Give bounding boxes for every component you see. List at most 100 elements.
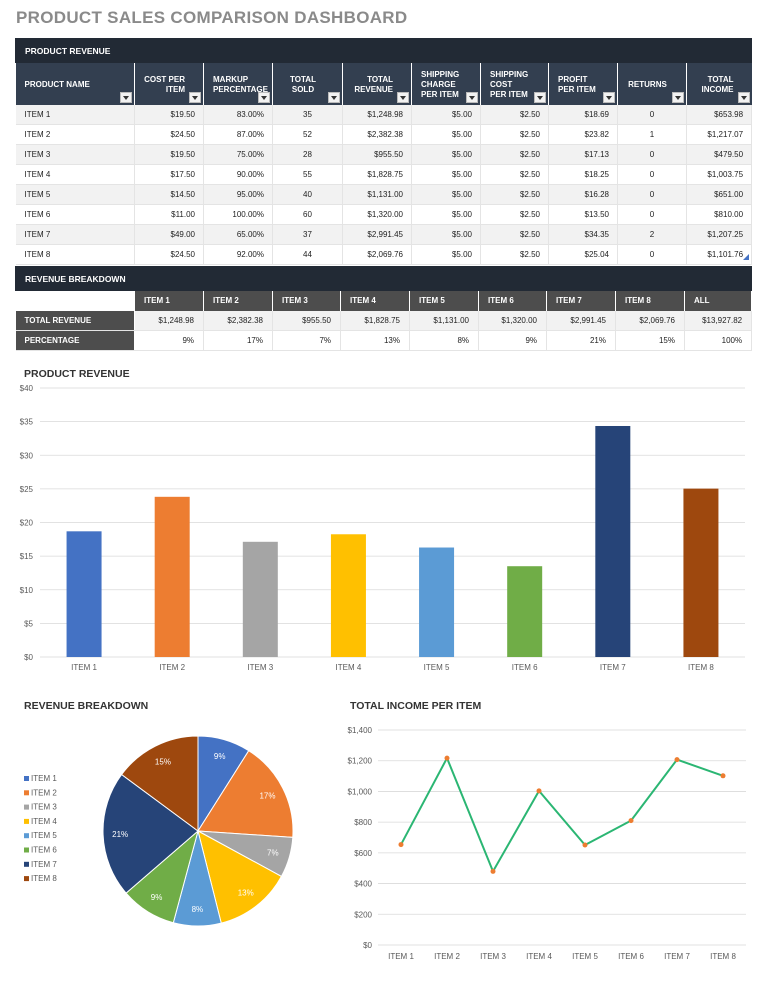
line-point[interactable] [720, 773, 726, 779]
table-cell[interactable]: $17.50 [134, 164, 204, 185]
table-cell[interactable]: ITEM 5 [15, 184, 135, 205]
line-point[interactable] [398, 842, 404, 848]
table-cell[interactable]: 52 [272, 124, 343, 145]
bar[interactable] [419, 547, 455, 657]
table-cell[interactable]: 65.00% [203, 224, 273, 245]
filter-dropdown-icon[interactable] [534, 91, 546, 103]
table-cell[interactable]: $5.00 [411, 184, 481, 205]
line-point[interactable] [674, 757, 680, 763]
table-cell[interactable]: 35 [272, 104, 343, 125]
table-cell[interactable]: 7% [272, 330, 341, 351]
table-cell[interactable]: $1,217.07 [686, 124, 753, 145]
table-cell[interactable]: $2,991.45 [546, 310, 616, 331]
table-cell[interactable]: ITEM 1 [15, 104, 135, 125]
table-cell[interactable]: $1,131.00 [409, 310, 479, 331]
table-cell[interactable]: 1 [617, 124, 687, 145]
table-cell[interactable]: 92.00% [203, 244, 273, 265]
table-cell[interactable]: $1,828.75 [342, 164, 412, 185]
table-cell[interactable]: $18.25 [548, 164, 618, 185]
table-cell[interactable]: $2.50 [480, 184, 549, 205]
table-cell[interactable]: $2.50 [480, 144, 549, 165]
filter-dropdown-icon[interactable] [258, 91, 270, 103]
pie-slice[interactable] [197, 830, 283, 924]
table-cell[interactable]: $19.50 [134, 104, 204, 125]
table-cell[interactable]: 100% [684, 330, 753, 351]
table-cell[interactable]: $17.13 [548, 144, 618, 165]
table-resize-handle[interactable] [743, 254, 749, 260]
table-cell[interactable]: $1,207.25 [686, 224, 753, 245]
table-cell[interactable]: 21% [546, 330, 616, 351]
table-cell[interactable]: $2.50 [480, 104, 549, 125]
bar[interactable] [66, 531, 102, 657]
bar[interactable] [154, 496, 190, 657]
table-cell[interactable]: $2.50 [480, 164, 549, 185]
table-cell[interactable]: $11.00 [134, 204, 204, 225]
table-cell[interactable]: $13.50 [548, 204, 618, 225]
table-cell[interactable]: $1,131.00 [342, 184, 412, 205]
table-cell[interactable]: 0 [617, 104, 687, 125]
table-cell[interactable]: 100.00% [203, 204, 273, 225]
table-cell[interactable]: $2.50 [480, 244, 549, 265]
table-cell[interactable]: $24.50 [134, 124, 204, 145]
pie-slice[interactable] [102, 773, 199, 894]
filter-dropdown-icon[interactable] [603, 91, 615, 103]
filter-dropdown-icon[interactable] [189, 91, 201, 103]
filter-dropdown-icon[interactable] [120, 91, 132, 103]
table-cell[interactable]: $2,069.76 [615, 310, 685, 331]
table-cell[interactable]: 60 [272, 204, 343, 225]
line-point[interactable] [628, 818, 634, 824]
table-cell[interactable]: 37 [272, 224, 343, 245]
table-cell[interactable]: $14.50 [134, 184, 204, 205]
table-cell[interactable]: 9% [478, 330, 547, 351]
table-cell[interactable]: 0 [617, 184, 687, 205]
table-cell[interactable]: $651.00 [686, 184, 753, 205]
table-cell[interactable]: 17% [203, 330, 273, 351]
table-cell[interactable]: 44 [272, 244, 343, 265]
table-cell[interactable]: $1,828.75 [340, 310, 410, 331]
filter-dropdown-icon[interactable] [466, 91, 478, 103]
bar[interactable] [595, 425, 631, 657]
table-cell[interactable]: ITEM 8 [15, 244, 135, 265]
table-cell[interactable]: $5.00 [411, 124, 481, 145]
table-cell[interactable]: $1,101.76 [686, 244, 753, 265]
table-cell[interactable]: ITEM 6 [15, 204, 135, 225]
table-cell[interactable]: $25.04 [548, 244, 618, 265]
table-cell[interactable]: 0 [617, 204, 687, 225]
filter-dropdown-icon[interactable] [397, 91, 409, 103]
table-cell[interactable]: $5.00 [411, 164, 481, 185]
table-cell[interactable]: $5.00 [411, 224, 481, 245]
filter-dropdown-icon[interactable] [328, 91, 340, 103]
line-point[interactable] [490, 868, 496, 874]
table-cell[interactable]: $34.35 [548, 224, 618, 245]
table-cell[interactable]: 0 [617, 144, 687, 165]
pie-slice[interactable] [120, 735, 199, 832]
bar[interactable] [242, 541, 278, 657]
bar[interactable] [330, 534, 366, 657]
table-cell[interactable]: ITEM 7 [15, 224, 135, 245]
filter-dropdown-icon[interactable] [737, 91, 750, 103]
table-cell[interactable]: $2,991.45 [342, 224, 412, 245]
table-cell[interactable]: $2,382.38 [342, 124, 412, 145]
table-cell[interactable]: $1,248.98 [342, 104, 412, 125]
table-cell[interactable]: ITEM 3 [15, 144, 135, 165]
table-cell[interactable]: $955.50 [342, 144, 412, 165]
table-cell[interactable]: 95.00% [203, 184, 273, 205]
table-cell[interactable]: $1,320.00 [478, 310, 547, 331]
table-cell[interactable]: 0 [617, 164, 687, 185]
filter-dropdown-icon[interactable] [672, 91, 684, 103]
income-line[interactable] [400, 755, 724, 874]
table-cell[interactable]: $1,248.98 [134, 310, 204, 331]
table-cell[interactable]: $18.69 [548, 104, 618, 125]
table-cell[interactable]: ITEM 2 [15, 124, 135, 145]
table-cell[interactable]: 40 [272, 184, 343, 205]
bar[interactable] [507, 566, 543, 657]
table-cell[interactable]: 87.00% [203, 124, 273, 145]
table-cell[interactable]: $19.50 [134, 144, 204, 165]
table-cell[interactable]: 2 [617, 224, 687, 245]
table-cell[interactable]: $5.00 [411, 104, 481, 125]
table-cell[interactable]: $2.50 [480, 124, 549, 145]
table-cell[interactable]: 15% [615, 330, 685, 351]
table-cell[interactable]: $2,382.38 [203, 310, 273, 331]
table-cell[interactable]: 75.00% [203, 144, 273, 165]
line-point[interactable] [582, 842, 588, 848]
